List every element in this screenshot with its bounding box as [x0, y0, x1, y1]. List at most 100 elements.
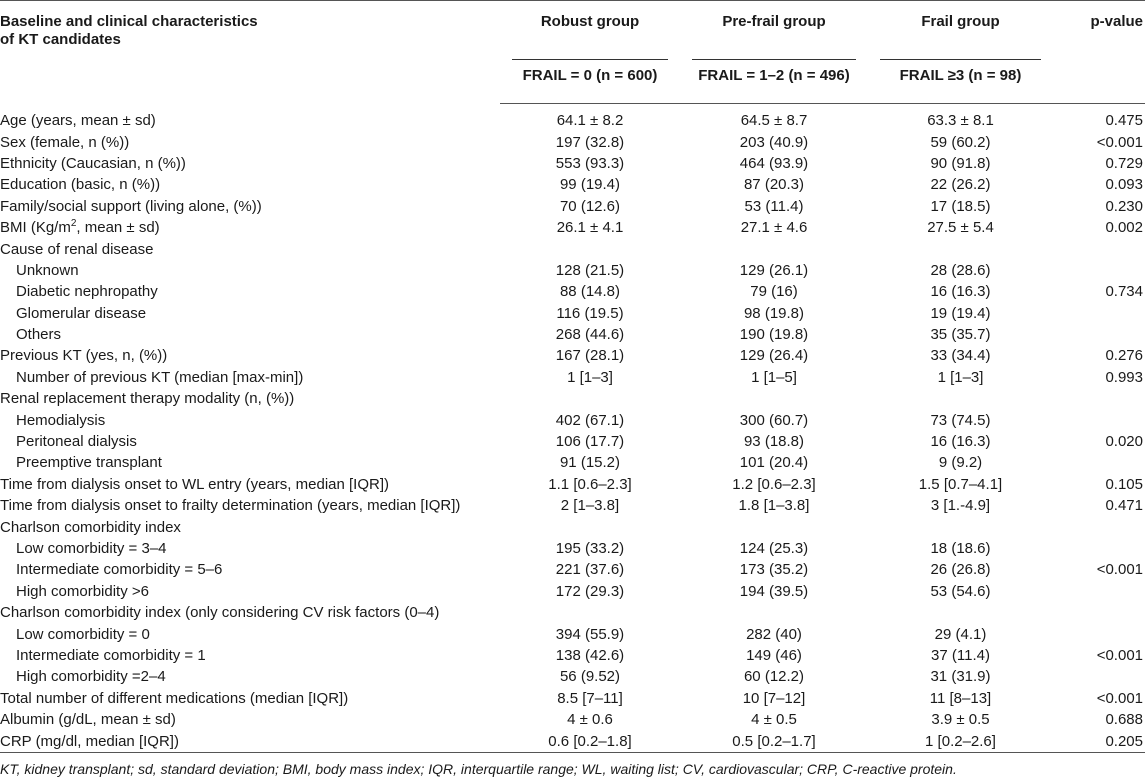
frail-value: 1 [0.2–2.6] — [868, 730, 1053, 753]
robust-value: 99 (19.4) — [559, 176, 621, 194]
prefrail-value: 53 (11.4) — [744, 197, 804, 215]
table-row: Others 268 (44.6) 190 (19.8) 35 (35.7) — [0, 324, 1145, 345]
row-label: Diabetic nephropathy — [0, 281, 500, 302]
row-label-text: Intermediate comorbidity = 1 — [16, 646, 206, 664]
p-value: <0.001 — [1096, 561, 1143, 579]
prefrail-value: 129 (26.1) — [739, 261, 809, 279]
robust-value: 221 (37.6) — [555, 561, 625, 579]
row-label-text: CRP (mg/dl, median [IQR]) — [0, 732, 179, 750]
prefrail-value: 173 (35.2) — [739, 561, 809, 579]
header-prefrail-group: Pre-frail group — [722, 13, 826, 30]
table-row: Unknown 128 (21.5) 129 (26.1) 28 (28.6) — [0, 260, 1145, 281]
frail-value: 11 [8–13] — [929, 689, 992, 707]
robust-value: 268 (44.6) — [555, 326, 625, 344]
p-value: 0.729 — [1105, 154, 1143, 172]
prefrail-value: 98 (19.8) — [743, 304, 805, 322]
p-value: <0.001 — [1096, 133, 1143, 151]
frail-value: 22 (26.2) — [930, 176, 991, 194]
robust-value: 26.1 ± 4.1 — [556, 219, 624, 237]
row-label-text: Renal replacement therapy modality (n, (… — [0, 390, 295, 408]
frail-value: 73 (74.5) — [930, 411, 991, 429]
group-underline — [512, 59, 668, 60]
row-label: Others — [0, 324, 500, 345]
header-label-cell: Baseline and clinical characteristics of… — [0, 1, 500, 104]
row-label-text: Number of previous KT (median [max-min]) — [16, 368, 304, 386]
prefrail-value: 87 (20.3) — [743, 176, 805, 194]
frail-value: 1.5 [0.7–4.1] — [918, 475, 1003, 493]
frail-value: 31 (31.9) — [930, 668, 991, 686]
prefrail-value: 64.5 ± 8.7 — [740, 112, 808, 130]
table-row: Total number of different medications (m… — [0, 688, 1145, 709]
row-label: Hemodialysis — [0, 409, 500, 430]
robust-value: 197 (32.8) — [555, 133, 625, 151]
row-label-text: Family/social support (living alone, (%)… — [0, 197, 262, 215]
header-pvalue: p-value — [1090, 13, 1143, 30]
robust-value: 0.6 [0.2–1.8] — [500, 730, 680, 753]
frail-value: 1 [1–3] — [937, 368, 984, 386]
row-label: Intermediate comorbidity = 1 — [0, 645, 500, 666]
header-label-line1: Baseline and clinical characteristics — [0, 13, 258, 30]
robust-value: 172 (29.3) — [555, 582, 625, 600]
table-header: Baseline and clinical characteristics of… — [0, 0, 1145, 104]
p-value: 0.276 — [1105, 347, 1143, 365]
p-value: 0.020 — [1105, 433, 1143, 451]
p-value: 0.688 — [1105, 711, 1143, 729]
header-robust-sub: FRAIL = 0 (n = 600) — [522, 67, 658, 84]
row-label-text: Unknown — [16, 261, 79, 279]
frail-value: 59 (60.2) — [930, 133, 991, 151]
table-row: Renal replacement therapy modality (n, (… — [0, 388, 1145, 409]
prefrail-value — [680, 388, 868, 409]
row-label-text: Preemptive transplant — [16, 454, 162, 472]
row-label: Previous KT (yes, n, (%)) — [0, 345, 500, 366]
prefrail-value: 10 [7–12] — [742, 689, 806, 707]
robust-value: 167 (28.1) — [555, 347, 625, 365]
row-label: Unknown — [0, 260, 500, 281]
table-row: Charlson comorbidity index (only conside… — [0, 602, 1145, 623]
characteristics-table: Baseline and clinical characteristics of… — [0, 0, 1145, 753]
table-row: Albumin (g/dL, mean ± sd) 4 ± 0.6 4 ± 0.5 3… — [0, 709, 1145, 730]
row-label-text: Cause of renal disease — [0, 240, 154, 258]
frail-value: 26 (26.8) — [930, 561, 991, 579]
table-row: Diabetic nephropathy 88 (14.8) 79 (16) 16 (… — [0, 281, 1145, 302]
row-label-text: Time from dialysis onset to frailty dete… — [0, 497, 461, 515]
row-label-text-rest: , mean ± sd) — [76, 219, 160, 237]
header-frail-sub-cell: FRAIL ≥3 (n = 98) — [868, 59, 1053, 104]
prefrail-value: 124 (25.3) — [739, 540, 809, 557]
row-label-text: Low comorbidity = 0 — [16, 625, 150, 643]
row-label: Peritoneal dialysis — [0, 431, 500, 452]
frail-value: 27.5 ± 5.4 — [927, 219, 994, 237]
robust-value — [500, 602, 680, 623]
table-row: Number of previous KT (median [max-min])… — [0, 367, 1145, 388]
header-prefrail-sub: FRAIL = 1–2 (n = 496) — [698, 67, 850, 84]
table-footnote: KT, kidney transplant; sd, standard devi… — [0, 760, 957, 777]
p-value — [1053, 260, 1145, 281]
robust-value: 70 (12.6) — [559, 197, 621, 215]
p-value — [1053, 324, 1145, 345]
prefrail-value — [680, 238, 868, 259]
table-row: Ethnicity (Caucasian, n (%)) 553 (93.3) 46… — [0, 153, 1145, 174]
frail-value: 16 (16.3) — [930, 283, 991, 301]
robust-value: 91 (15.2) — [559, 454, 621, 472]
frail-value: 3 [1.-4.9] — [930, 497, 991, 515]
header-robust-sub-cell: FRAIL = 0 (n = 600) — [500, 59, 680, 104]
prefrail-value — [680, 516, 868, 537]
table-row: Previous KT (yes, n, (%)) 167 (28.1) 129 (… — [0, 345, 1145, 366]
table-row: Age (years, mean ± sd) 64.1 ± 8.2 64.5 ± 8… — [0, 104, 1145, 132]
robust-value: 56 (9.52) — [559, 668, 621, 686]
p-value: 0.002 — [1105, 219, 1143, 237]
header-frail-group: Frail group — [921, 13, 1000, 30]
frail-value — [868, 602, 1053, 623]
row-label: Preemptive transplant — [0, 452, 500, 473]
row-label-text: Intermediate comorbidity = 5–6 — [16, 561, 223, 579]
header-robust-group: Robust group — [540, 13, 640, 30]
p-value: <0.001 — [1096, 689, 1143, 707]
row-label: High comorbidity >6 — [0, 581, 500, 602]
frail-value: 29 (4.1) — [934, 625, 987, 643]
row-label: Ethnicity (Caucasian, n (%)) — [0, 153, 500, 174]
row-label: Time from dialysis onset to WL entry (ye… — [0, 474, 500, 495]
robust-value: 1.1 [0.6–2.3] — [548, 475, 632, 493]
row-label-text: High comorbidity =2–4 — [16, 668, 166, 686]
robust-value: 128 (21.5) — [555, 261, 625, 279]
table-row: High comorbidity =2–4 56 (9.52) 60 (12.2) 3… — [0, 666, 1145, 687]
